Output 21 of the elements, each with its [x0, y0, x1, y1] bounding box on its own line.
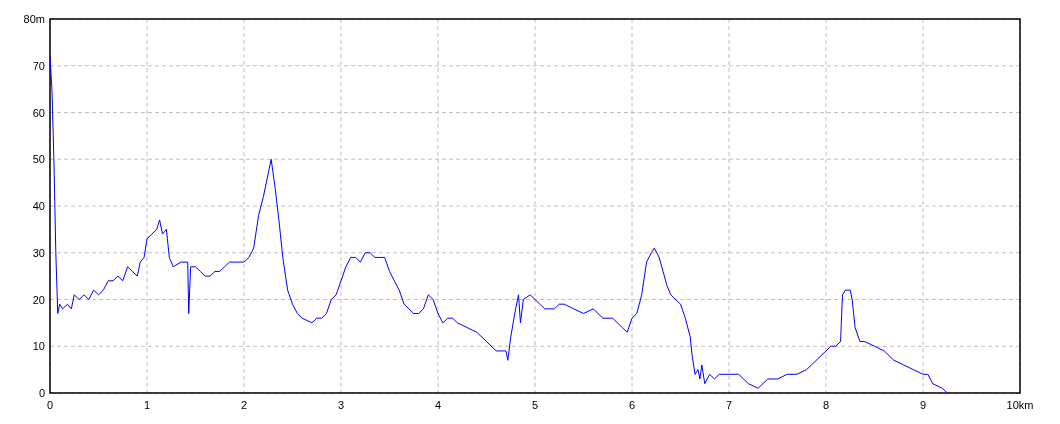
x-tick-label: 3	[337, 399, 345, 411]
y-tick-label: 10	[32, 340, 45, 353]
y-tick-label: 60	[32, 106, 45, 119]
x-tick-label: 2	[240, 399, 248, 411]
x-tick-label: 5	[531, 399, 539, 411]
y-tick-label: 30	[32, 246, 45, 259]
x-tick-label: 4	[434, 399, 442, 411]
y-tick-label: 80m	[23, 13, 45, 25]
y-tick-label: 40	[32, 200, 45, 212]
x-tick-label: 0	[46, 399, 54, 411]
x-tick-label: 1	[143, 399, 151, 411]
line-series	[49, 55, 948, 394]
y-tick-label: 50	[32, 153, 45, 166]
x-tick-label: 10km	[1006, 399, 1034, 411]
x-tick-label: 8	[822, 399, 830, 411]
y-tick-label: 70	[32, 59, 45, 72]
x-tick-label: 6	[628, 399, 636, 411]
x-tick-label: 7	[725, 399, 733, 411]
y-tick-label: 0	[38, 387, 45, 399]
y-tick-label: 20	[32, 293, 45, 306]
x-tick-label: 9	[919, 399, 927, 411]
